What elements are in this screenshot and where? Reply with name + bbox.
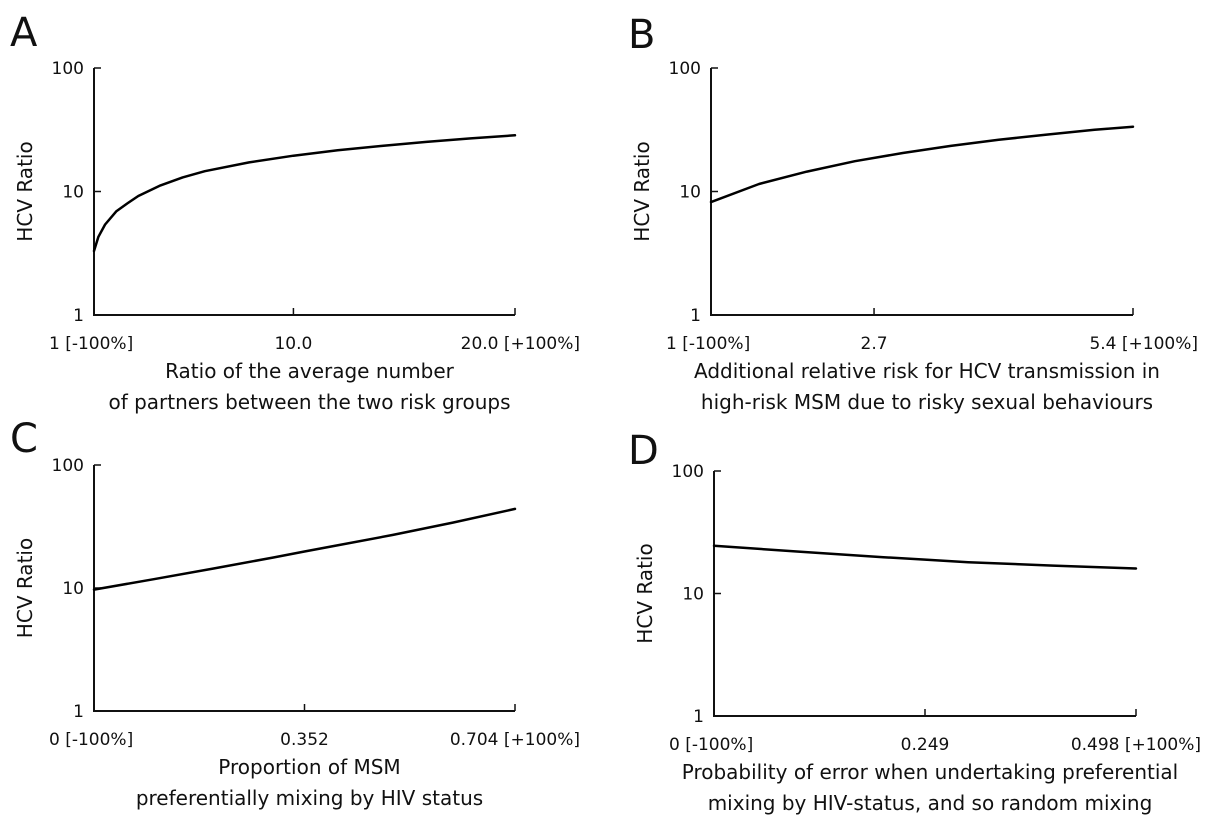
panel-b-ylabel: HCV Ratio — [630, 141, 654, 241]
panel-b-xlabel-line-1: high-risk MSM due to risky sexual behavi… — [701, 390, 1153, 414]
panel-b-series-line-0 — [709, 125, 1135, 204]
panel-c-xlabel-line-1: preferentially mixing by HIV status — [136, 786, 483, 810]
panel-a-xtick-label-1: 10.0 — [274, 334, 312, 354]
panel-a-axes — [93, 68, 515, 316]
panel-d-axes — [713, 471, 1136, 717]
panel-d-xtick-label-2: 0.498 [+100%] — [1071, 735, 1201, 755]
panel-d-xtick-label-1: 0.249 — [901, 735, 950, 755]
panel-b-xtick-label-2: 5.4 [+100%] — [1089, 334, 1198, 354]
panel-b-ytick-label-1: 10 — [679, 183, 701, 203]
panel-c-xlabel-line-0: Proportion of MSM — [218, 755, 400, 779]
panel-b-ytick-label-2: 100 — [669, 59, 701, 79]
panel-c-letter: C — [10, 416, 38, 462]
panel-d-ytick-label-2: 100 — [672, 462, 704, 482]
panel-d-ytick-label-0: 1 — [693, 707, 704, 727]
panel-c-xtick-label-1: 0.352 — [280, 730, 329, 750]
panel-a-xlabel-line-1: of partners between the two risk groups — [108, 390, 510, 414]
panel-a-xlabel-line-0: Ratio of the average number — [165, 359, 455, 383]
panel-d-xlabel-line-0: Probability of error when undertaking pr… — [682, 760, 1179, 784]
panel-d-series-line-0 — [712, 544, 1138, 570]
panel-a-letter: A — [10, 10, 38, 56]
panel-d-xlabel-line-1: mixing by HIV-status, and so random mixi… — [708, 791, 1153, 815]
panel-a-series-line-0 — [92, 134, 517, 253]
panel-b-letter: B — [628, 12, 655, 58]
panel-c-series-line-0 — [92, 507, 517, 591]
panel-c-ytick-label-1: 10 — [62, 579, 84, 599]
panel-d-ylabel: HCV Ratio — [633, 543, 657, 643]
panel-d-xtick-label-0: 0 [-100%] — [669, 735, 753, 755]
panel-b-xtick-label-0: 1 [-100%] — [666, 334, 750, 354]
panel-a-xtick-label-2: 20.0 [+100%] — [461, 334, 580, 354]
panel-a-ytick-label-2: 100 — [52, 59, 84, 79]
panel-d-ytick-label-1: 10 — [682, 585, 704, 605]
panel-b-ytick-label-0: 1 — [690, 306, 701, 326]
panel-a-ytick-label-1: 10 — [62, 183, 84, 203]
panel-a-xtick-label-0: 1 [-100%] — [49, 334, 133, 354]
panel-a-ylabel: HCV Ratio — [13, 141, 37, 241]
panel-b-xlabel-line-0: Additional relative risk for HCV transmi… — [694, 359, 1160, 383]
panel-c-xtick-label-2: 0.704 [+100%] — [450, 730, 580, 750]
panel-c-ytick-label-0: 1 — [73, 702, 84, 722]
panel-c-xtick-label-0: 0 [-100%] — [49, 730, 133, 750]
panel-c-ylabel: HCV Ratio — [13, 538, 37, 638]
panel-a-ytick-label-0: 1 — [73, 306, 84, 326]
panel-b-axes — [710, 68, 1133, 316]
panel-b-xtick-label-1: 2.7 — [861, 334, 888, 354]
panel-d-letter: D — [628, 428, 659, 474]
panel-c-axes — [93, 465, 515, 712]
panel-c-ytick-label-2: 100 — [52, 456, 84, 476]
